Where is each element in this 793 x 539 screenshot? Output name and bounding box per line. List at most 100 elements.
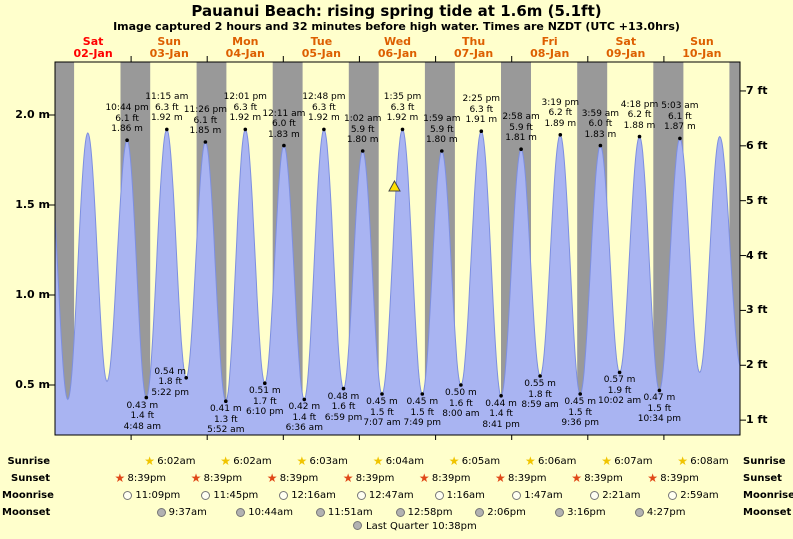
capture-note: Image captured 2 hours and 32 minutes be… — [113, 20, 680, 33]
moonset-time: 3:16pm — [567, 507, 606, 518]
sunrise-time: 6:05am — [461, 456, 501, 467]
moonset-row-label: Moonset — [2, 507, 51, 518]
low-tide-dot — [184, 376, 188, 380]
moonrise-time: 1:47am — [524, 490, 563, 501]
moonrise-row-label: Moonrise — [743, 490, 793, 501]
moonrise-time: 11:09pm — [135, 490, 181, 501]
high-tide-dot — [678, 136, 682, 141]
high-tide-label: 2:25 pm 6.3 ft 1.91 m — [462, 94, 501, 126]
low-tide-label: 0.45 m 1.5 ft 7:49 pm — [403, 397, 442, 428]
sunset-time: 8:39pm — [279, 473, 319, 484]
low-tide-label: 0.50 m 1.6 ft 8:00 am — [442, 388, 480, 419]
moonrise-time: 12:16am — [291, 490, 336, 501]
high-tide-dot — [322, 127, 326, 132]
moonset-icon — [634, 508, 644, 517]
high-tide-label: 5:03 am 6.1 ft 1.87 m — [661, 101, 699, 133]
high-tide-dot — [637, 134, 642, 139]
moonset-time: 11:51am — [327, 507, 373, 518]
moonrise-icon — [356, 491, 366, 500]
low-tide-label: 0.43 m 1.4 ft 4:48 am — [123, 400, 161, 432]
moonset-row-label: Moonset — [743, 507, 792, 518]
low-tide-dot — [499, 394, 503, 398]
moonset-time: 2:06pm — [487, 507, 526, 518]
low-tide-dot — [617, 370, 622, 375]
sunset-star-icon: ★ — [647, 471, 659, 485]
moonrise-time: 2:59am — [680, 490, 719, 501]
moonrise-row-label: Moonrise — [2, 490, 54, 501]
moon-phase-time: 10:38pm — [431, 521, 477, 532]
high-tide-dot — [440, 149, 444, 153]
high-tide-dot — [165, 127, 169, 132]
moon-phase-label: Last Quarter — [366, 521, 429, 532]
sunset-time: 8:39pm — [660, 473, 699, 484]
y-axis-label-feet: 2 ft — [746, 358, 768, 372]
high-tide-dot — [282, 143, 286, 148]
low-tide-label: 0.47 m 1.5 ft 10:34 pm — [637, 393, 682, 425]
moonrise-icon — [434, 491, 444, 500]
high-tide-dot — [243, 127, 248, 132]
high-tide-label: 12:01 pm 6.3 ft 1.92 m — [223, 92, 267, 124]
sunrise-star-icon: ★ — [525, 454, 536, 468]
y-axis-label-meters: 1.5 m — [15, 198, 50, 211]
low-tide-dot — [380, 392, 384, 396]
sunset-time: 8:39pm — [508, 473, 547, 484]
high-tide-label: 3:59 am 6.0 ft 1.83 m — [581, 108, 620, 140]
day-header-02-jan: Sat 02-Jan — [73, 35, 113, 60]
low-tide-dot — [538, 374, 542, 378]
low-tide-dot — [263, 381, 267, 386]
y-axis-label-meters: 1.0 m — [15, 288, 50, 301]
high-tide-dot — [360, 149, 365, 153]
y-axis-label-feet: 4 ft — [746, 248, 768, 262]
sunrise-time: 6:08am — [690, 456, 729, 467]
moonrise-icon — [201, 491, 211, 500]
moonrise-time: 12:47am — [368, 490, 414, 501]
high-tide-dot — [479, 129, 484, 133]
low-tide-label: 0.42 m 1.4 ft 6:36 am — [285, 402, 323, 434]
plot-frame — [54, 61, 741, 436]
moonset-time: 4:27pm — [646, 507, 686, 518]
sunset-time: 8:39pm — [584, 473, 623, 484]
high-tide-label: 1:59 am 5.9 ft 1.80 m — [423, 114, 461, 145]
day-header-06-jan: Wed 06-Jan — [377, 35, 418, 60]
current-time-marker — [388, 179, 401, 192]
low-tide-label: 0.57 m 1.9 ft 10:02 am — [598, 375, 642, 407]
high-tide-label: 11:26 pm 6.1 ft 1.85 m — [183, 105, 228, 136]
sunrise-time: 6:03am — [309, 456, 348, 467]
y-axis-label-meters: 2.0 m — [15, 108, 50, 121]
low-tide-label: 0.45 m 1.5 ft 7:07 am — [363, 397, 401, 428]
page-title: Pauanui Beach: rising spring tide at 1.6… — [191, 2, 602, 20]
moonset-icon — [315, 508, 325, 517]
moonset-time: 12:58pm — [407, 507, 453, 518]
sunrise-time: 6:02am — [157, 456, 196, 467]
sunset-star-icon: ★ — [342, 471, 354, 485]
high-tide-dot — [203, 140, 208, 144]
low-tide-label: 0.44 m 1.4 ft 8:41 pm — [482, 398, 520, 430]
y-axis-label-feet: 1 ft — [746, 413, 768, 427]
night-band — [729, 62, 740, 435]
low-tide-dot — [341, 386, 346, 391]
high-tide-label: 10:44 pm 6.1 ft 1.86 m — [105, 103, 149, 135]
moonrise-icon — [512, 491, 522, 500]
sunset-star-icon: ★ — [571, 471, 582, 485]
sunrise-star-icon: ★ — [220, 454, 232, 468]
moonset-time: 9:37am — [168, 507, 207, 518]
sunset-time: 8:39pm — [355, 473, 395, 484]
day-header-05-jan: Tue 05-Jan — [301, 35, 341, 60]
high-tide-label: 1:02 am 5.9 ft 1.80 m — [344, 114, 382, 145]
sunrise-star-icon: ★ — [677, 454, 689, 468]
sunset-time: 8:39pm — [431, 473, 471, 484]
sunset-star-icon: ★ — [266, 471, 278, 485]
sunset-time: 8:39pm — [203, 473, 243, 484]
y-axis-label-feet: 6 ft — [746, 138, 768, 152]
moonset-icon — [395, 508, 405, 517]
moonrise-icon — [279, 491, 289, 500]
moonset-icon — [156, 508, 166, 517]
low-tide-label: 0.41 m 1.3 ft 5:52 am — [207, 404, 245, 436]
high-tide-label: 2:58 am 5.9 ft 1.81 m — [502, 112, 540, 144]
low-tide-label: 0.48 m 1.6 ft 6:59 pm — [324, 391, 363, 423]
high-tide-label: 1:35 pm 6.3 ft 1.92 m — [383, 92, 422, 124]
moonset-time: 10:44am — [248, 507, 293, 518]
high-tide-label: 3:19 pm 6.2 ft 1.89 m — [541, 97, 580, 129]
